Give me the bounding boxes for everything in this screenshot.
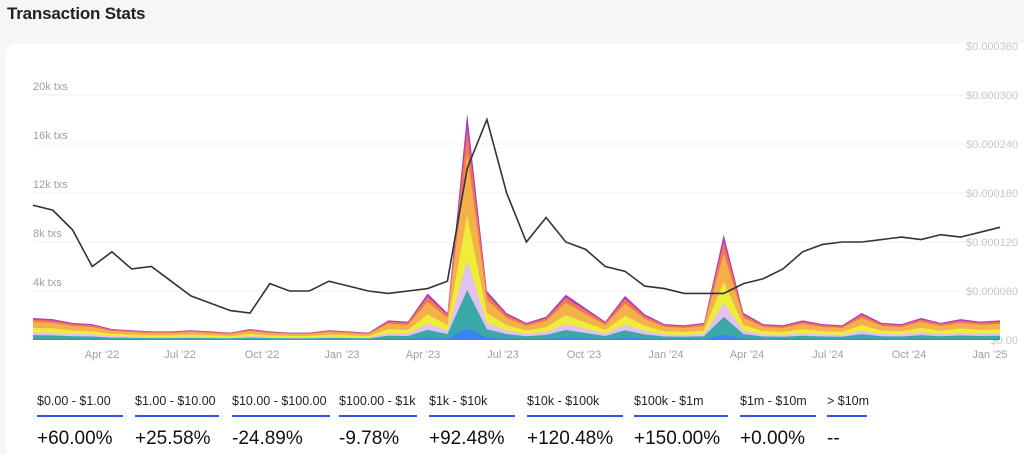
legend-underline [827,415,867,417]
chart-card [6,44,1024,454]
area-series-layer [33,129,1000,340]
page-title: Transaction Stats [7,4,146,23]
legend-label: $1k - $10k [429,394,488,408]
y-left-tick-label: 20k txs [33,81,68,93]
x-tick-label: Jul '23 [487,349,518,361]
legend-percent: +120.48% [527,428,614,449]
legend-underline [37,415,123,417]
y-left-tick-label: 4k txs [33,277,62,289]
y-right-tick-label: $0.000060 [966,286,1018,298]
legend-percent: +25.58% [135,428,211,449]
y-right-tick-label: $0.000240 [966,139,1018,151]
legend-label: $1.00 - $10.00 [135,394,216,408]
x-tick-label: Oct '24 [892,349,927,361]
x-tick-label: Oct '23 [567,349,602,361]
legend-label: $0.00 - $1.00 [37,394,111,408]
x-tick-label: Jan '24 [648,349,683,361]
x-tick-label: Apr '24 [730,349,765,361]
legend-underline [527,415,623,417]
legend-percent: -24.89% [232,428,303,449]
legend-percent: -9.78% [339,428,400,449]
x-tick-label: Apr '22 [85,349,120,361]
price-line [32,116,1001,314]
x-tick-label: Jan '25 [972,349,1007,361]
y-right-tick-label: $0.000180 [966,188,1018,200]
legend-label: $10k - $100k [527,394,600,408]
y-left-tick-label: 16k txs [33,130,68,142]
legend-label: $10.00 - $100.00 [232,394,327,408]
y-left-tick-label: 8k txs [33,228,62,240]
x-tick-label: Jul '24 [812,349,843,361]
area-series-layer [33,113,1000,340]
legend-underline [339,415,417,417]
legend-percent: -- [827,428,840,449]
y-right-tick-label: $0.000300 [966,90,1018,102]
area-series-layer [33,154,1000,340]
legend: $0.00 - $1.00 +60.00% $1.00 - $10.00 +25… [0,384,1024,454]
y-right-tick-label: $0.000120 [966,237,1018,249]
y-right-tick-label: $0.000360 [966,41,1018,53]
legend-label: $1m - $10m [740,394,807,408]
x-tick-label: Jan '23 [324,349,359,361]
legend-underline [232,415,330,417]
legend-label: $100.00 - $1k [339,394,416,408]
legend-underline [740,415,816,417]
legend-label: $100k - $1m [634,394,704,408]
x-tick-label: Oct '22 [245,349,280,361]
legend-percent: +92.48% [429,428,505,449]
legend-percent: +60.00% [37,428,113,449]
legend-underline [135,415,219,417]
legend-percent: +0.00% [740,428,805,449]
legend-underline [429,415,515,417]
legend-underline [634,415,728,417]
x-tick-label: Apr '23 [406,349,441,361]
legend-percent: +150.00% [634,428,721,449]
x-tick-label: Jul '22 [164,349,195,361]
legend-label: > $10m [827,394,870,408]
y-left-tick-label: 12k txs [33,179,68,191]
